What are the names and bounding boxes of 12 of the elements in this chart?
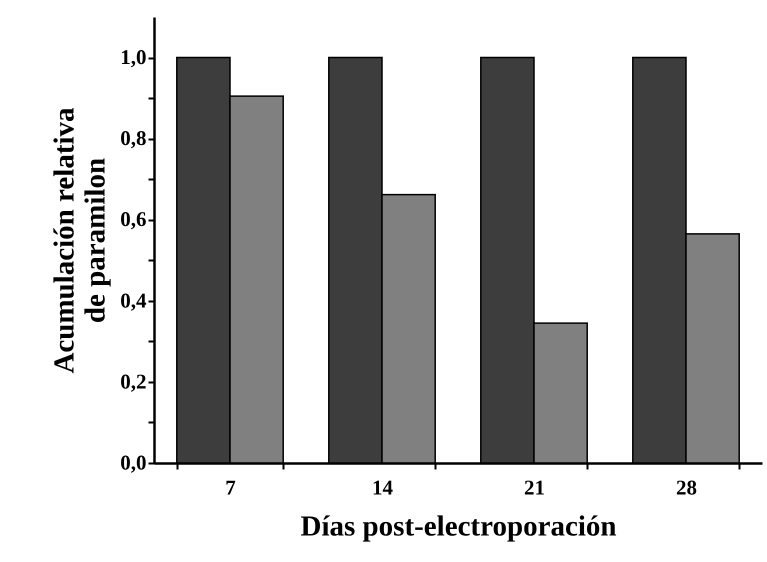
- y-tick-label: 0,6: [120, 207, 146, 232]
- x-axis-title: Días post-electroporación: [300, 510, 616, 542]
- y-tick-label: 0,4: [120, 288, 147, 312]
- y-tick-label: 0,8: [120, 126, 146, 150]
- x-tick-label: 14: [372, 476, 394, 500]
- x-tick-label: 28: [676, 476, 697, 500]
- y-tick-label: 0,0: [120, 450, 146, 474]
- y-axis-title: Acumulación relativa de paramilon: [48, 106, 112, 374]
- x-tick-label: 21: [524, 476, 545, 500]
- y-tick-label: 1,0: [120, 45, 146, 70]
- x-tick-label: 7: [225, 476, 236, 500]
- y-tick-label: 0,2: [120, 369, 146, 394]
